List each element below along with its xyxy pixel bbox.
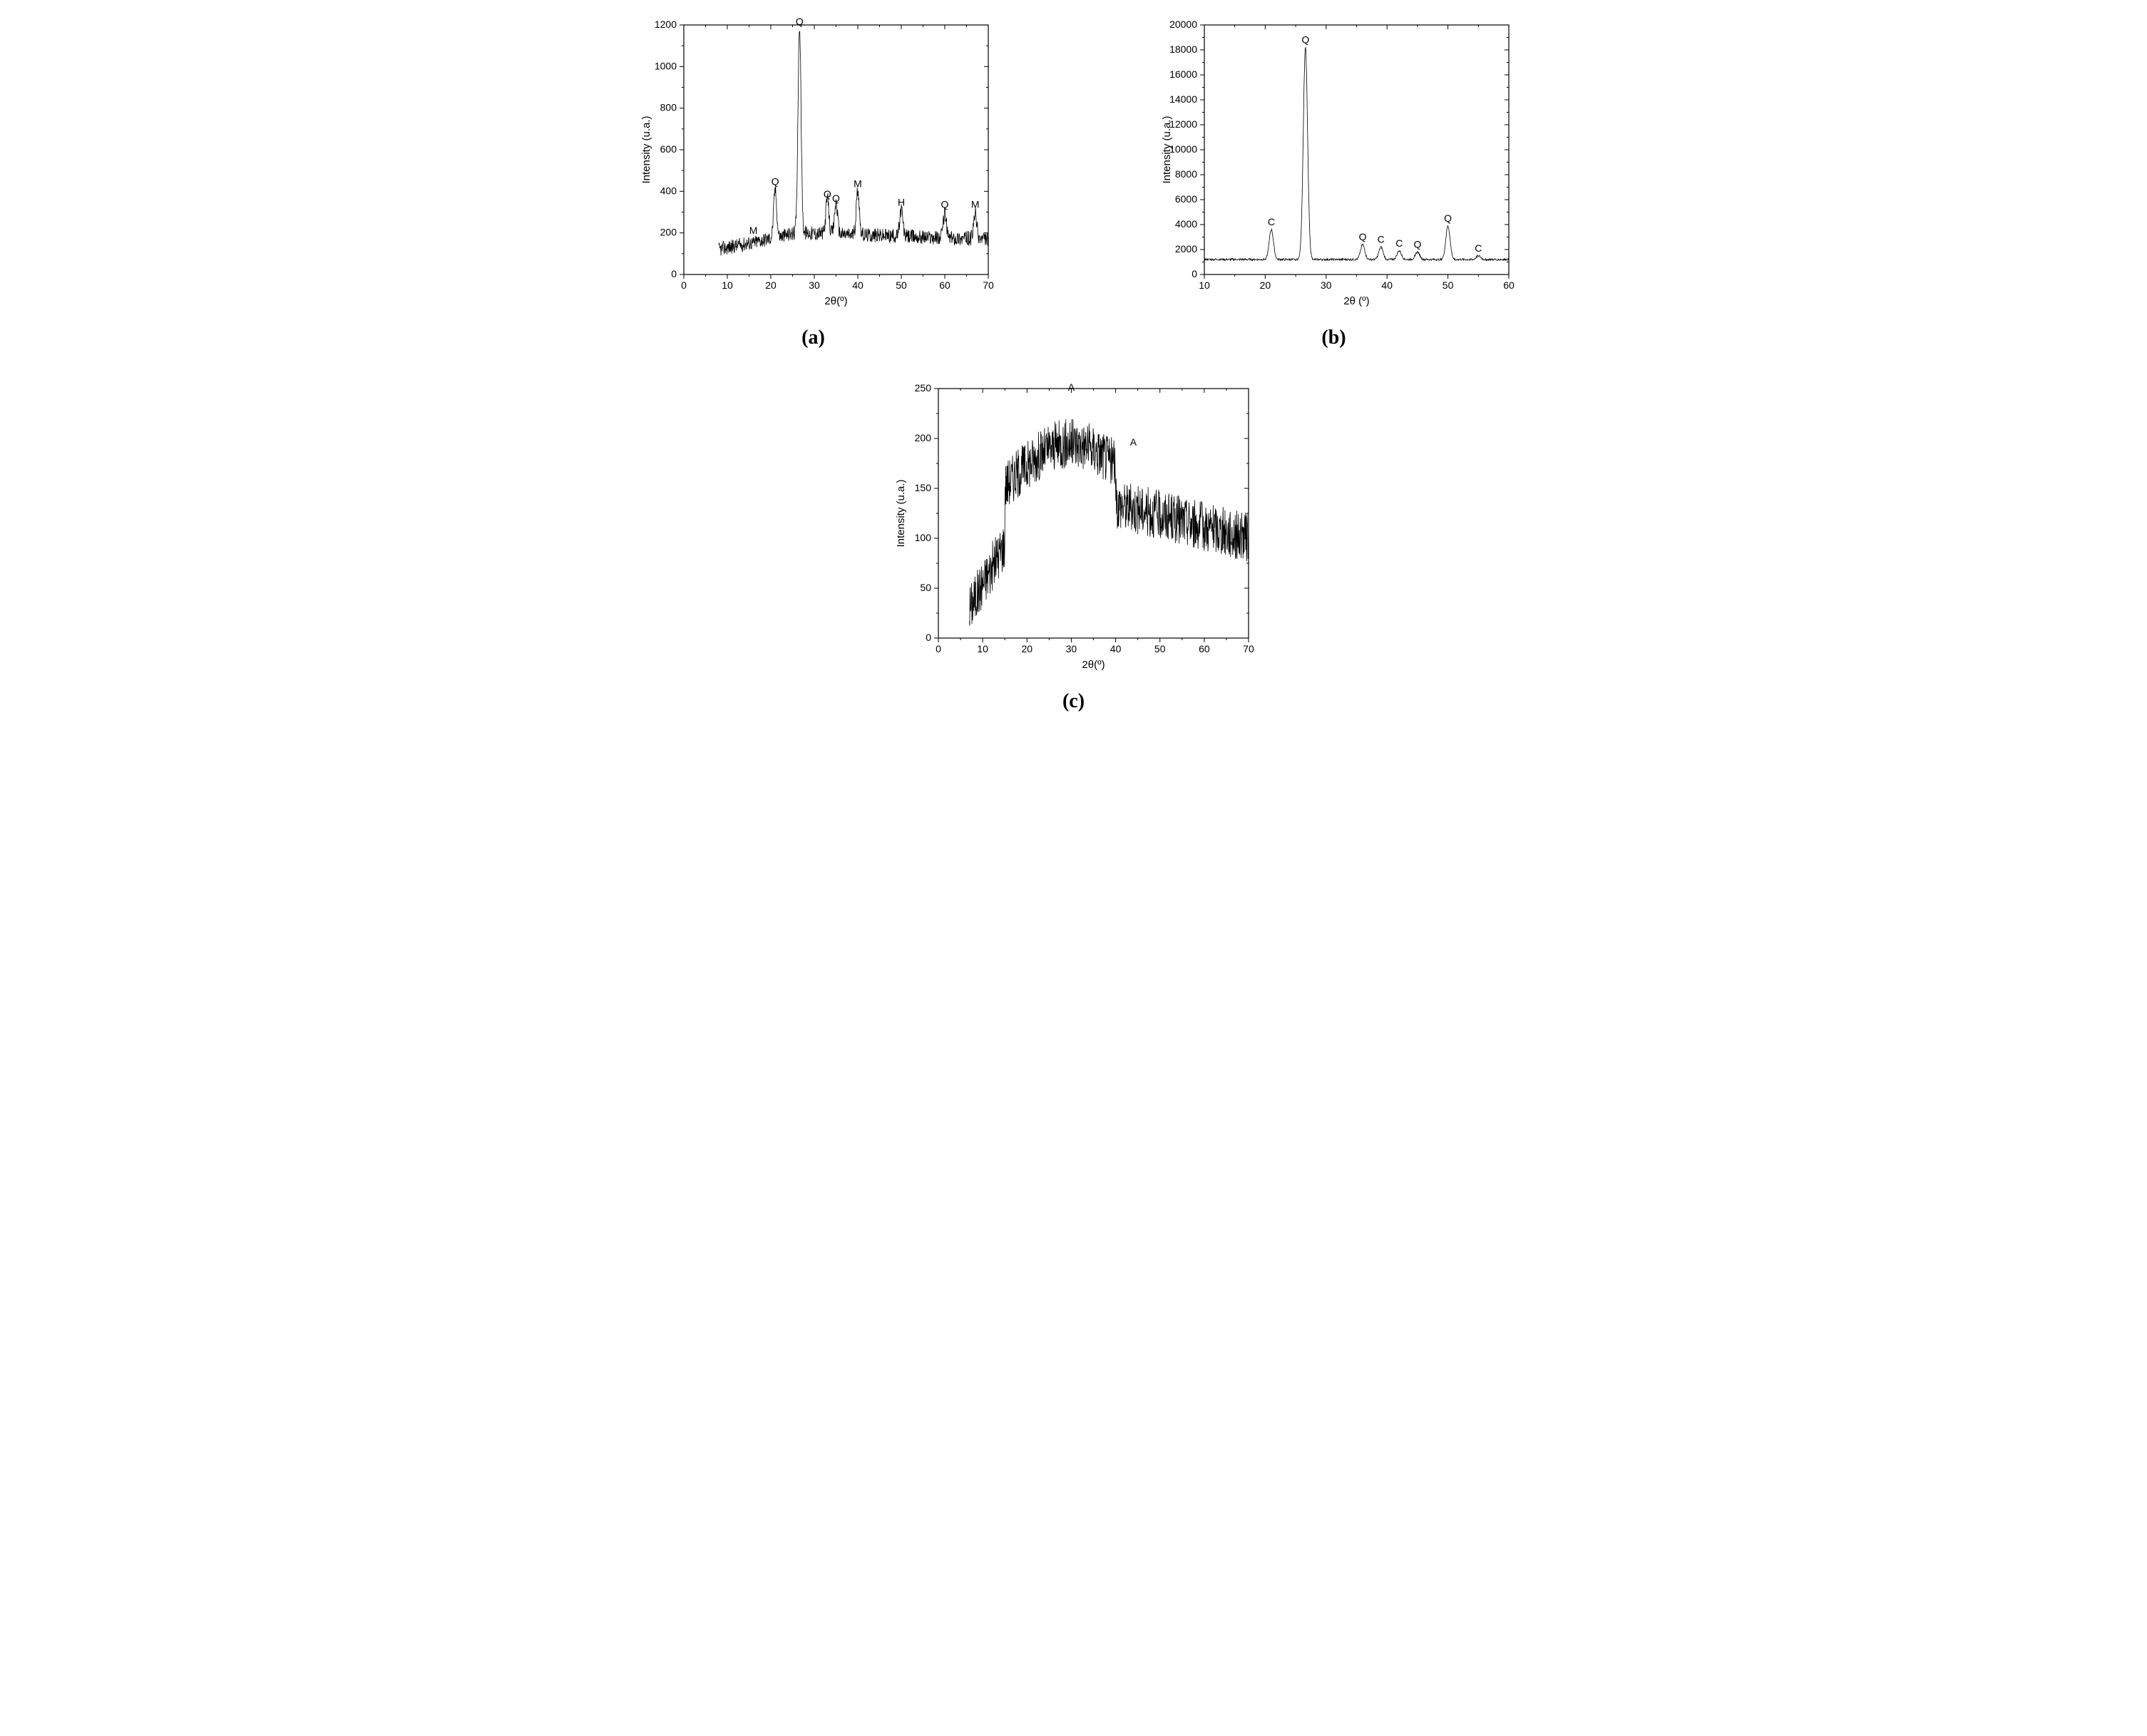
svg-text:60: 60 [939,279,950,291]
svg-text:1200: 1200 [654,19,676,30]
figure-container: 0102030405060700200400600800100012002θ(º… [575,14,1573,713]
svg-text:40: 40 [1381,279,1393,291]
svg-text:70: 70 [983,279,994,291]
svg-text:C: C [1475,242,1482,254]
svg-text:Intensity (u.a.): Intensity (u.a.) [895,479,907,547]
chart-b: 10 20 30 40 50 60 0 2000 4000 6000 8000 10000 12000 1… [1149,14,1520,314]
svg-text:70: 70 [1243,643,1254,654]
svg-text:600: 600 [660,143,677,155]
svg-text:10: 10 [722,279,733,291]
caption-b: (b) [1321,327,1346,349]
svg-text:10000: 10000 [1169,143,1197,155]
svg-text:H: H [897,197,904,208]
svg-text:A: A [1129,436,1137,448]
svg-text:2θ(º): 2θ(º) [824,295,847,307]
svg-text:20: 20 [765,279,777,291]
svg-text:Q: Q [1301,34,1309,46]
svg-text:18000: 18000 [1169,43,1197,55]
caption-c: (c) [1062,690,1085,713]
svg-text:0: 0 [936,643,941,654]
svg-text:C: C [1267,216,1274,227]
chart-a: 0 10 20 30 40 50 60 70 0 200 400 600 800 1000 1200 2θ(º… [628,14,999,314]
svg-text:40: 40 [852,279,864,291]
svg-text:50: 50 [1154,643,1165,654]
svg-text:M: M [970,199,979,210]
svg-text:Q: Q [1413,239,1421,250]
svg-text:10: 10 [1199,279,1210,291]
svg-text:150: 150 [914,482,931,493]
svg-text:16000: 16000 [1169,68,1197,80]
svg-text:2θ (º): 2θ (º) [1343,295,1369,307]
svg-text:0: 0 [926,632,931,643]
svg-text:6000: 6000 [1174,193,1197,205]
svg-text:0: 0 [671,268,677,279]
panel-b: 10 20 30 40 50 60 0 2000 4000 6000 8000 10000 12000 1… [1095,14,1573,349]
svg-text:1000: 1000 [654,60,676,71]
svg-text:250: 250 [914,382,931,394]
svg-text:A: A [1067,381,1075,393]
svg-text:20: 20 [1021,643,1032,654]
svg-text:Q: Q [795,16,803,27]
svg-text:100: 100 [914,532,931,543]
svg-text:400: 400 [660,185,677,196]
panel-c: 0 10 20 30 40 50 60 70 0 50 100 150 200 250 2θ(º) Inten… [575,378,1573,713]
svg-text:800: 800 [660,102,677,113]
svg-text:12000: 12000 [1169,118,1197,130]
svg-text:30: 30 [809,279,820,291]
svg-text:M: M [749,225,757,236]
svg-text:20000: 20000 [1169,19,1197,30]
svg-text:60: 60 [1199,643,1210,654]
svg-text:2θ(º): 2θ(º) [1082,659,1105,671]
svg-text:Intensity (u.a.): Intensity (u.a.) [1161,115,1173,183]
svg-text:40: 40 [1110,643,1121,654]
svg-text:200: 200 [914,432,931,443]
svg-text:Q: Q [823,188,831,200]
svg-text:Q: Q [771,175,779,187]
svg-text:Intensity (u.a.): Intensity (u.a.) [640,115,652,183]
svg-text:200: 200 [660,227,677,238]
svg-text:Q: Q [1358,231,1366,242]
svg-text:30: 30 [1065,643,1077,654]
svg-text:M: M [854,178,862,189]
svg-text:0: 0 [681,279,687,291]
svg-text:50: 50 [920,582,931,593]
svg-text:4000: 4000 [1174,218,1197,230]
svg-text:0: 0 [1192,268,1197,279]
svg-text:C: C [1377,234,1384,245]
svg-text:10: 10 [977,643,988,654]
svg-text:C: C [1395,237,1403,249]
svg-text:Q: Q [1444,212,1452,224]
svg-text:50: 50 [896,279,907,291]
svg-text:60: 60 [1503,279,1515,291]
svg-text:Q: Q [832,192,840,204]
svg-text:Q: Q [941,199,948,210]
svg-text:50: 50 [1442,279,1453,291]
svg-text:20: 20 [1259,279,1271,291]
caption-a: (a) [801,327,825,349]
svg-text:14000: 14000 [1169,93,1197,105]
svg-text:2000: 2000 [1174,243,1197,255]
svg-text:30: 30 [1321,279,1332,291]
chart-c: 0 10 20 30 40 50 60 70 0 50 100 150 200 250 2θ(º) Inten… [888,378,1259,677]
svg-text:8000: 8000 [1174,168,1197,180]
panel-a: 0 10 20 30 40 50 60 70 0 200 400 600 800 1000 1200 2θ(º… [575,14,1052,349]
